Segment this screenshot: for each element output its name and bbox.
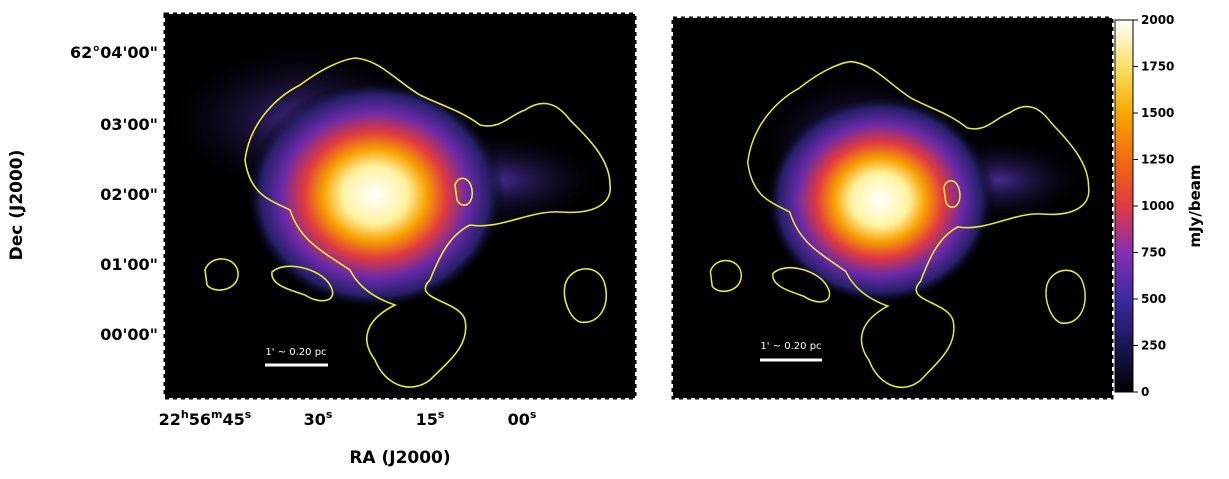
colorbar-tick-label: 1750: [1141, 60, 1174, 74]
y-tick-label: 01'00": [100, 255, 158, 274]
x-tick-label: 22h56m45s: [159, 408, 252, 429]
colorbar-tick-label: 2000: [1141, 13, 1174, 27]
colorbar-tick-label: 0: [1141, 385, 1149, 399]
x-tick-label-part: 22: [159, 410, 181, 429]
x-axis-title: RA (J2000): [349, 448, 450, 468]
x-tick-label: 15s: [416, 408, 445, 429]
x-tick-label-part: s: [245, 408, 252, 421]
x-tick-label-part: 15: [416, 410, 438, 429]
figure: 1' ~ 0.20 pc 1' ~ 0.20 pc mJy/beam RA (J…: [0, 0, 1229, 475]
colorbar-label: mJy/beam: [1186, 164, 1204, 247]
y-tick-label: 62°04'00": [70, 43, 158, 62]
panel-right: 1' ~ 0.20 pc: [673, 18, 1112, 398]
y-axis-title: Dec (J2000): [7, 150, 27, 261]
x-tick-label-part: m: [211, 408, 222, 421]
y-tick-label: 00'00": [100, 325, 158, 344]
y-tick-label: 02'00": [100, 185, 158, 204]
x-tick-label-part: 45: [223, 410, 245, 429]
x-tick-label-part: s: [438, 408, 445, 421]
colorbar-tick-label: 1000: [1141, 199, 1174, 213]
x-tick-label: 00s: [508, 408, 537, 429]
colorbar-tick-label: 500: [1141, 292, 1166, 306]
colorbar-tick-label: 750: [1141, 246, 1166, 260]
x-tick-label-part: h: [181, 408, 189, 421]
colorbar: [1115, 20, 1133, 392]
x-tick-label-part: 30: [304, 410, 326, 429]
emission-core: [245, 80, 505, 310]
x-tick-label-part: s: [530, 408, 537, 421]
x-tick-label-part: 00: [508, 410, 530, 429]
scale-bar-label: 1' ~ 0.20 pc: [265, 347, 326, 358]
x-tick-label-part: s: [326, 408, 333, 421]
x-tick-label: 30s: [304, 408, 333, 429]
colorbar-tick-label: 1250: [1141, 153, 1174, 167]
x-tick-label-part: 56: [189, 410, 211, 429]
panel-left: 1' ~ 0.20 pc: [160, 14, 635, 401]
y-tick-label: 03'00": [100, 115, 158, 134]
colorbar-tick-label: 250: [1141, 339, 1166, 353]
colorbar-tick-label: 1500: [1141, 106, 1174, 120]
emission-core: [765, 95, 995, 305]
scale-bar-label: 1' ~ 0.20 pc: [760, 341, 821, 352]
